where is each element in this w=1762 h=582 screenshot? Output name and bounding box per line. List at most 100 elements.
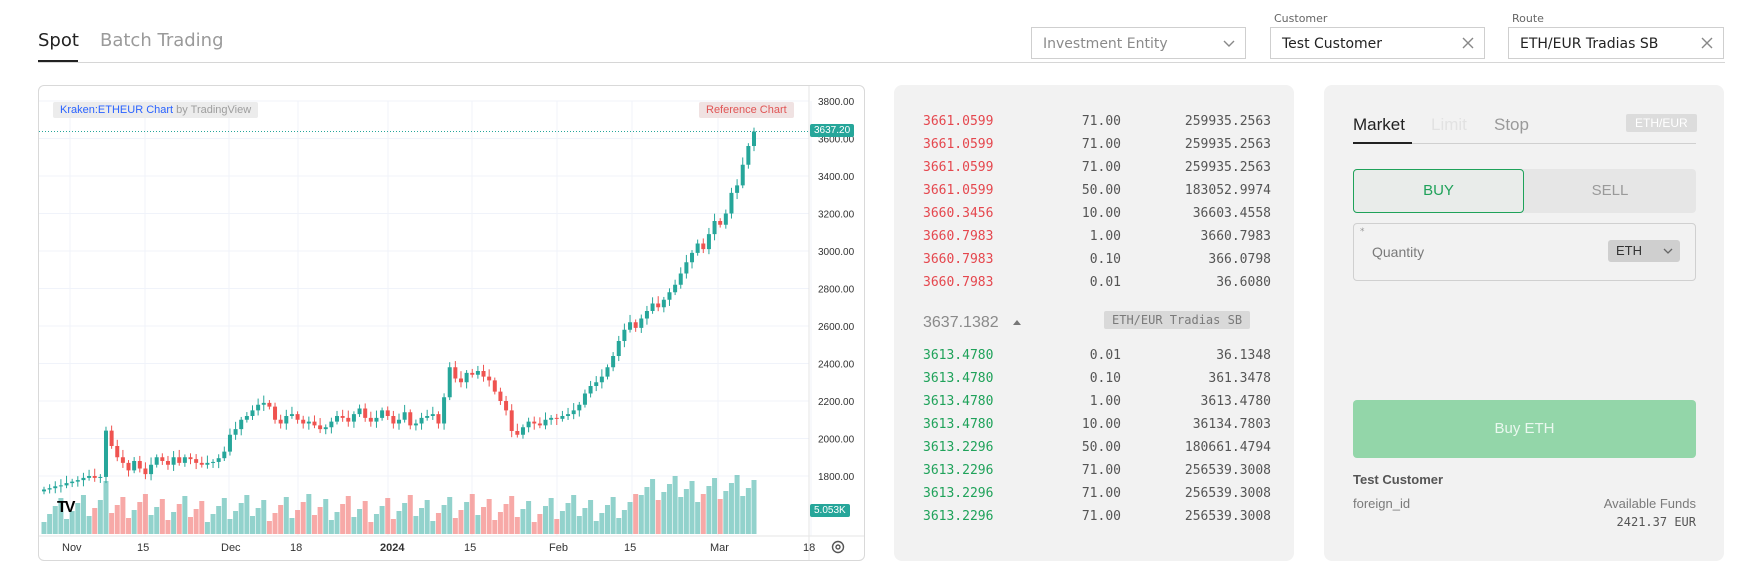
ask-row[interactable]: 3661.0599 71.00 259935.2563 (923, 160, 1271, 178)
volume-bar (97, 500, 103, 534)
order-qty: 71.00 (1081, 160, 1121, 175)
order-price: 3661.0599 (923, 183, 994, 198)
route-select[interactable]: ETH/EUR Tradias SB (1508, 27, 1724, 59)
volume-bar (379, 506, 385, 534)
orderbook-route-badge: ETH/EUR Tradias SB (1104, 311, 1251, 329)
order-price: 3661.0599 (923, 160, 994, 175)
bid-row[interactable]: 3613.2296 71.00 256539.3008 (923, 463, 1271, 481)
candle-body (577, 404, 582, 411)
customer-select[interactable]: Test Customer (1270, 27, 1485, 59)
volume-bar (176, 504, 182, 534)
candle-body (70, 481, 75, 484)
bid-row[interactable]: 3613.2296 50.00 180661.4794 (923, 440, 1271, 458)
y-tick-label: 1800.00 (818, 472, 855, 483)
volume-bar (266, 521, 272, 534)
clear-customer-icon[interactable] (1461, 36, 1475, 50)
buy-button[interactable]: BUY (1353, 169, 1524, 213)
y-tick-label: 2600.00 (818, 322, 855, 333)
quantity-unit-select[interactable]: ETH (1608, 240, 1680, 262)
ask-row[interactable]: 3660.3456 10.00 36603.4558 (923, 206, 1271, 224)
active-tab-indicator (38, 60, 78, 62)
volume-bar (165, 520, 171, 534)
candle-body (75, 480, 80, 482)
bid-row[interactable]: 3613.4780 0.01 36.1348 (923, 348, 1271, 366)
clear-route-icon[interactable] (1700, 36, 1714, 50)
order-total: 259935.2563 (1184, 114, 1271, 129)
candle-body (594, 382, 599, 386)
volume-bar (345, 496, 351, 534)
volume-bar (204, 522, 210, 534)
order-qty: 50.00 (1081, 183, 1121, 198)
chart-canvas[interactable]: 3800.00 3600.00 3400.00 3200.00 3000.00 2800.… (39, 86, 865, 561)
volume-bar (261, 500, 267, 534)
volume-bar (543, 506, 549, 534)
candle-body (611, 356, 616, 368)
chart-source-link[interactable]: Kraken:ETHEUR Chart (60, 104, 174, 116)
ask-row[interactable]: 3660.7983 1.00 3660.7983 (923, 229, 1271, 247)
ask-row[interactable]: 3661.0599 50.00 183052.9974 (923, 183, 1271, 201)
candle-body (149, 464, 154, 475)
ask-row[interactable]: 3660.7983 0.01 36.6080 (923, 275, 1271, 293)
volume-bar (588, 500, 594, 534)
ask-row[interactable]: 3661.0599 71.00 259935.2563 (923, 137, 1271, 155)
candle-body (419, 417, 424, 424)
x-tick-label: 18 (290, 542, 302, 554)
active-order-tab-indicator (1353, 142, 1412, 144)
tab-stop[interactable]: Stop (1494, 115, 1529, 134)
volume-bar (227, 519, 233, 534)
investment-entity-select[interactable]: Investment Entity (1031, 27, 1246, 59)
volume-bar (41, 522, 47, 534)
volume-bar (537, 514, 543, 534)
sell-button[interactable]: SELL (1591, 182, 1629, 199)
tradingview-logo[interactable]: TV (57, 499, 76, 516)
candle-body (115, 446, 120, 458)
tab-batch-trading[interactable]: Batch Trading (100, 30, 224, 51)
chart-source-badge[interactable]: Kraken:ETHEUR Chart by TradingView (53, 102, 259, 118)
y-tick-label: 2400.00 (818, 360, 855, 371)
bid-row[interactable]: 3613.2296 71.00 256539.3008 (923, 509, 1271, 527)
bid-row[interactable]: 3613.4780 10.00 36134.7803 (923, 417, 1271, 435)
tab-market[interactable]: Market (1353, 115, 1405, 134)
order-total: 256539.3008 (1184, 486, 1271, 501)
volume-bar (469, 494, 475, 534)
order-total: 36.6080 (1216, 275, 1271, 290)
bid-row[interactable]: 3613.4780 0.10 361.3478 (923, 371, 1271, 389)
candle-body (132, 461, 137, 471)
quantity-field[interactable]: * Quantity ETH (1353, 223, 1696, 281)
volume-bar (593, 521, 599, 534)
volume-bar (481, 507, 487, 534)
gear-icon[interactable] (830, 539, 846, 555)
candle-body (402, 412, 407, 420)
order-price: 3661.0599 (923, 114, 994, 129)
volume-bar (650, 479, 656, 534)
candle-body (227, 434, 232, 452)
order-qty: 0.01 (1089, 348, 1121, 363)
ask-row[interactable]: 3660.7983 0.10 366.0798 (923, 252, 1271, 270)
candle-body (464, 372, 469, 383)
candle-body (312, 421, 317, 426)
tab-spot[interactable]: Spot (38, 30, 79, 51)
volume-bar (75, 503, 81, 534)
order-qty: 0.10 (1089, 252, 1121, 267)
bid-row[interactable]: 3613.2296 71.00 256539.3008 (923, 486, 1271, 504)
ask-row[interactable]: 3661.0599 71.00 259935.2563 (923, 114, 1271, 132)
candle-body (566, 414, 571, 416)
order-qty: 50.00 (1081, 440, 1121, 455)
price-chart[interactable]: 3800.00 3600.00 3400.00 3200.00 3000.00 2800.… (38, 85, 865, 561)
tab-limit[interactable]: Limit (1431, 115, 1467, 134)
volume-bar (131, 510, 137, 534)
bid-row[interactable]: 3613.4780 1.00 3613.4780 (923, 394, 1271, 412)
candle-body (58, 485, 63, 487)
candle-body (205, 462, 210, 465)
candle-body (453, 367, 458, 379)
order-qty: 71.00 (1081, 509, 1121, 524)
volume-bar (289, 518, 295, 534)
candle-body (222, 451, 227, 459)
y-tick-label: 2200.00 (818, 397, 855, 408)
candle-body (363, 408, 368, 418)
submit-buy-button[interactable]: Buy ETH (1353, 400, 1696, 458)
candle-body (357, 408, 362, 415)
volume-bar (644, 487, 650, 534)
y-tick-label: 3200.00 (818, 210, 855, 221)
customer-value: Test Customer (1282, 36, 1383, 52)
